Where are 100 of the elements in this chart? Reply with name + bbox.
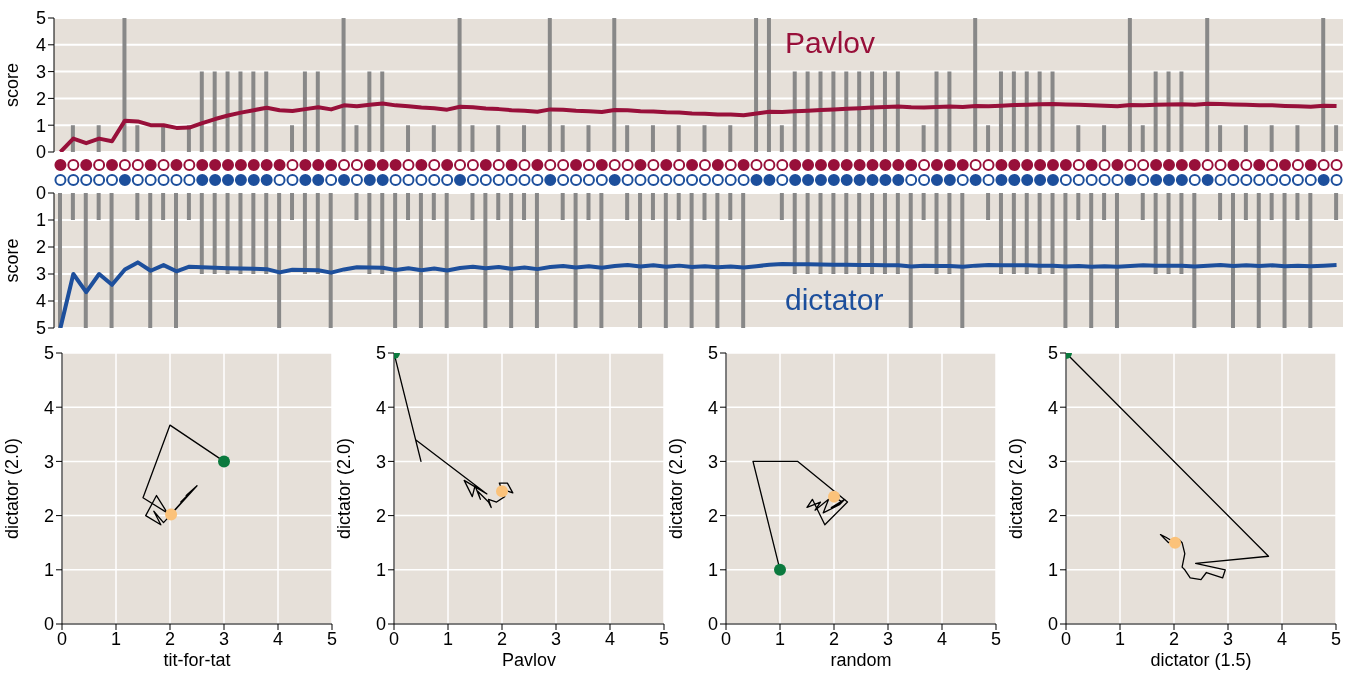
line-series: [58, 101, 1339, 152]
bar: [431, 125, 436, 152]
x-tick-label: 5: [1330, 628, 1342, 649]
x-tick-label: 3: [882, 628, 894, 649]
bar: [702, 125, 707, 152]
y-axis-title: dictator (2.0): [1006, 437, 1026, 540]
bar: [302, 193, 307, 274]
bar: [1269, 125, 1274, 152]
bar: [1334, 125, 1339, 152]
bar: [831, 71, 836, 152]
bar: [1295, 125, 1300, 152]
bar: [212, 71, 217, 152]
bar: [418, 193, 423, 328]
bar: [857, 193, 862, 274]
y-tick-label: 5: [43, 343, 54, 364]
bar: [998, 193, 1003, 274]
x-tick-label: 2: [828, 628, 840, 649]
x-tick-label: 2: [496, 628, 508, 649]
y-tick-label: 3: [35, 61, 46, 82]
bar: [496, 125, 501, 152]
bar: [1127, 18, 1132, 152]
bar: [251, 71, 256, 152]
bar: [818, 193, 823, 274]
y-tick-label: 5: [375, 343, 386, 364]
bar: [367, 71, 372, 152]
bar: [779, 125, 784, 152]
bar: [1037, 193, 1042, 274]
bar: [496, 193, 501, 220]
bar: [122, 18, 127, 152]
bar: [895, 193, 900, 274]
y-axis-title: dictator (2.0): [2, 437, 22, 540]
bar: [560, 125, 565, 152]
series-label: dictator: [785, 283, 884, 317]
bar: [728, 125, 733, 152]
x-tick-label: 0: [720, 628, 732, 649]
bar: [315, 71, 320, 152]
y-tick-label: 3: [35, 264, 46, 285]
y-tick-label: 1: [35, 210, 46, 231]
y-tick-label: 0: [375, 614, 386, 635]
bar: [702, 193, 707, 220]
bar: [1011, 193, 1016, 274]
bar: [1076, 193, 1081, 220]
bar: [560, 193, 565, 220]
bar: [573, 193, 578, 328]
bar: [1218, 125, 1223, 152]
y-tick-label: 5: [35, 318, 46, 339]
y-tick-label: 2: [375, 505, 386, 526]
x-tick-label: 5: [658, 628, 670, 649]
x-tick-label: 1: [1114, 628, 1126, 649]
y-axis-title: score: [2, 62, 22, 108]
bar: [586, 125, 591, 152]
bar: [638, 193, 643, 328]
x-tick-label: 0: [56, 628, 68, 649]
x-tick-label: 1: [774, 628, 786, 649]
bar: [1063, 193, 1068, 328]
line-series: [58, 260, 1339, 328]
bar: [870, 71, 875, 152]
y-axis-title: dictator (2.0): [666, 437, 686, 540]
bar: [1243, 125, 1248, 152]
bar: [895, 71, 900, 152]
bar: [650, 193, 655, 220]
bar: [1179, 71, 1184, 152]
bar: [908, 193, 913, 328]
bar: [650, 125, 655, 152]
bar: [844, 71, 849, 152]
y-tick-label: 1: [1047, 560, 1058, 581]
y-tick-label: 0: [43, 614, 54, 635]
x-axis-title: Pavlov: [501, 650, 557, 670]
x-tick-label: 3: [218, 628, 230, 649]
y-axis-title: dictator (2.0): [334, 437, 354, 540]
bar: [792, 71, 797, 152]
y-tick-label: 0: [707, 614, 718, 635]
x-tick-label: 4: [272, 628, 284, 649]
bar: [1102, 193, 1107, 220]
bar: [947, 193, 952, 274]
bar: [225, 71, 230, 152]
x-tick-label: 5: [990, 628, 1002, 649]
bar: [457, 18, 462, 152]
bar: [1166, 71, 1171, 152]
bar: [70, 193, 75, 220]
bar: [1218, 193, 1223, 220]
bar: [1140, 125, 1145, 152]
bar: [315, 193, 320, 274]
bar: [960, 193, 965, 328]
x-tick-label: 1: [442, 628, 454, 649]
bar: [1205, 18, 1210, 152]
bar: [1321, 18, 1326, 152]
x-tick-label: 0: [388, 628, 400, 649]
bar: [1050, 71, 1055, 152]
x-tick-label: 2: [1168, 628, 1180, 649]
x-tick-label: 1: [110, 628, 122, 649]
bar: [1050, 193, 1055, 274]
bar: [522, 125, 527, 152]
bar: [805, 193, 810, 274]
bar: [1102, 125, 1107, 152]
y-tick-label: 3: [375, 451, 386, 472]
bar: [844, 193, 849, 274]
x-axis-title: dictator (1.5): [1150, 650, 1252, 670]
bar: [58, 193, 62, 328]
bar: [290, 125, 295, 152]
